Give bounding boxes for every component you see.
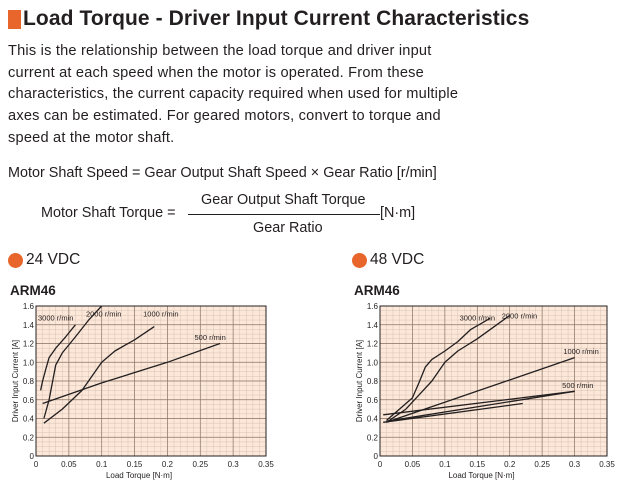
bullet-dot-icon xyxy=(352,252,367,268)
x-tick-label: 0 xyxy=(34,460,39,469)
y-tick-label: 1.0 xyxy=(367,358,379,367)
heading-square-icon xyxy=(8,9,21,29)
y-tick-label: 1.4 xyxy=(367,321,379,330)
model-label-24vdc: ARM46 xyxy=(10,283,56,298)
x-tick-label: 0 xyxy=(378,460,383,469)
plot-frame xyxy=(379,305,608,457)
y-axis-label: Driver Input Current [A] xyxy=(11,340,20,422)
y-axis-label: Driver Input Current [A] xyxy=(355,340,364,422)
series-label: 2000 r/min xyxy=(86,310,121,319)
y-tick-label: 0 xyxy=(30,452,35,461)
x-tick-label: 0.2 xyxy=(162,460,174,469)
section-title-48vdc: 48 VDC xyxy=(352,251,424,269)
y-tick-label: 1.0 xyxy=(23,358,35,367)
series-line xyxy=(383,390,575,416)
x-tick-label: 0.05 xyxy=(405,460,421,469)
section-title-text: 48 VDC xyxy=(370,251,425,268)
y-tick-label: 0.4 xyxy=(367,415,379,424)
y-tick-label: 1.2 xyxy=(23,340,35,349)
x-tick-label: 0.35 xyxy=(599,460,615,469)
x-tick-label: 0.35 xyxy=(258,460,274,469)
y-tick-label: 0 xyxy=(374,452,379,461)
y-tick-label: 0.2 xyxy=(23,433,35,442)
torque-formula-denominator: Gear Ratio xyxy=(253,220,323,236)
x-tick-label: 0.3 xyxy=(569,460,581,469)
x-tick-label: 0.15 xyxy=(469,460,485,469)
section-title-text: 24 VDC xyxy=(26,251,81,268)
x-tick-label: 0.25 xyxy=(534,460,550,469)
torque-formula-unit: [N·m] xyxy=(380,205,416,221)
series-line xyxy=(42,342,221,405)
y-tick-label: 0.8 xyxy=(367,377,379,386)
series-line xyxy=(39,324,76,391)
series-line xyxy=(386,390,575,422)
series-label: 1000 r/min xyxy=(563,347,598,356)
model-label-48vdc: ARM46 xyxy=(354,283,400,298)
series-label: 500 r/min xyxy=(562,381,593,390)
x-tick-label: 0.15 xyxy=(127,460,143,469)
y-tick-label: 1.2 xyxy=(367,340,379,349)
y-tick-label: 0.8 xyxy=(23,377,35,386)
series-line xyxy=(43,305,103,419)
series-line xyxy=(386,314,511,423)
x-tick-label: 0.1 xyxy=(439,460,451,469)
series-label: 3000 r/min xyxy=(38,313,73,322)
x-tick-label: 0.3 xyxy=(228,460,240,469)
torque-formula-lhs: Motor Shaft Torque = xyxy=(41,205,176,221)
y-tick-label: 1.6 xyxy=(367,302,379,311)
series-line xyxy=(386,317,491,421)
y-tick-label: 1.6 xyxy=(23,302,35,311)
section-heading: Load Torque - Driver Input Current Chara… xyxy=(8,6,529,32)
x-tick-label: 0.2 xyxy=(504,460,516,469)
series-label: 500 r/min xyxy=(195,333,226,342)
y-tick-label: 0.6 xyxy=(23,396,35,405)
speed-formula: Motor Shaft Speed = Gear Output Shaft Sp… xyxy=(8,165,437,181)
chart-24vdc: 0 0.05 0.1 0.15 0.2 0.25 0.3 0.35 0 0.2 0.4 0.6 0.8 1… xyxy=(11,302,274,480)
plot-frame xyxy=(35,305,267,457)
fraction-bar xyxy=(188,214,380,215)
y-tick-label: 0.2 xyxy=(367,433,379,442)
y-tick-label: 1.4 xyxy=(23,321,35,330)
bullet-dot-icon xyxy=(8,252,23,268)
chart-48vdc: 0 0.05 0.1 0.15 0.2 0.25 0.3 0.35 0 0.2 0.4 0.6 0.8 1… xyxy=(355,302,615,480)
series-label: 1000 r/min xyxy=(143,310,178,319)
series-label: 2000 r/min xyxy=(502,311,537,320)
torque-formula-numerator: Gear Output Shaft Torque xyxy=(201,192,366,208)
x-tick-label: 0.1 xyxy=(96,460,108,469)
x-axis-label: Load Torque [N·m] xyxy=(106,471,172,480)
x-tick-label: 0.05 xyxy=(61,460,77,469)
series-line xyxy=(386,356,575,423)
y-tick-label: 0.4 xyxy=(23,415,35,424)
series-label: 3000 r/min xyxy=(460,313,495,322)
section-title-24vdc: 24 VDC xyxy=(8,251,80,269)
x-axis-label: Load Torque [N·m] xyxy=(448,471,514,480)
series-line xyxy=(43,326,155,424)
intro-paragraph: This is the relationship between the loa… xyxy=(8,43,459,146)
heading-text: Load Torque - Driver Input Current Chara… xyxy=(23,7,530,30)
y-tick-label: 0.6 xyxy=(367,396,379,405)
series-line xyxy=(383,402,523,423)
x-tick-label: 0.25 xyxy=(192,460,208,469)
